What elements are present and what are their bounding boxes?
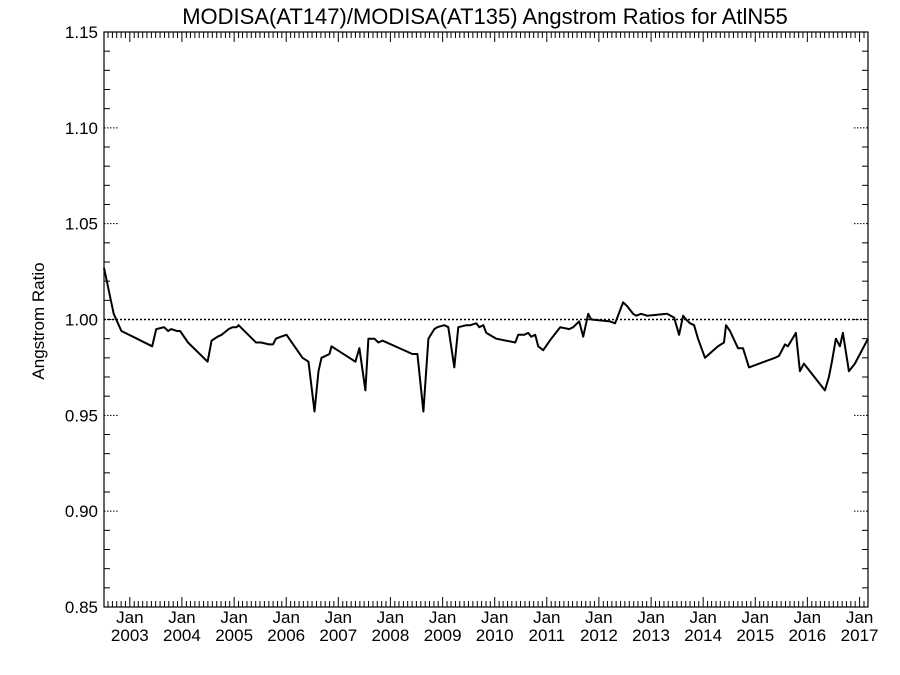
x-tick-month-label: Jan (846, 608, 873, 627)
x-tick-year-label: 2013 (632, 626, 670, 645)
x-tick-year-label: 2003 (111, 626, 149, 645)
x-tick-year-label: 2011 (529, 626, 566, 645)
chart-title: MODISA(AT147)/MODISA(AT135) Angstrom Rat… (182, 4, 788, 29)
x-tick-month-label: Jan (794, 608, 821, 627)
x-tick-month-label: Jan (377, 608, 404, 627)
y-tick-label: 0.90 (65, 502, 98, 521)
y-tick-label: 1.00 (65, 311, 98, 330)
x-tick-month-label: Jan (220, 608, 247, 627)
x-tick-year-label: 2004 (163, 626, 201, 645)
y-tick-label: 0.85 (65, 598, 98, 617)
x-tick-year-label: 2008 (371, 626, 409, 645)
x-tick-year-label: 2014 (684, 626, 722, 645)
y-tick-label: 1.10 (65, 119, 98, 138)
x-tick-year-label: 2007 (319, 626, 357, 645)
x-tick-month-label: Jan (116, 608, 143, 627)
x-tick-year-label: 2010 (476, 626, 514, 645)
x-tick-year-label: 2017 (841, 626, 879, 645)
x-tick-year-label: 2015 (736, 626, 774, 645)
y-tick-label: 1.15 (65, 23, 98, 42)
x-tick-month-label: Jan (168, 608, 195, 627)
x-tick-month-label: Jan (585, 608, 612, 627)
x-tick-month-label: Jan (533, 608, 560, 627)
x-tick-year-label: 2012 (580, 626, 618, 645)
y-axis-label: Angstrom Ratio (29, 262, 48, 379)
x-tick-month-label: Jan (689, 608, 716, 627)
x-tick-year-label: 2009 (424, 626, 462, 645)
x-tick-year-label: 2016 (788, 626, 826, 645)
series-line (103, 267, 869, 413)
x-tick-month-label: Jan (481, 608, 508, 627)
y-tick-label: 0.95 (65, 406, 98, 425)
x-tick-month-label: Jan (429, 608, 456, 627)
x-tick-month-label: Jan (273, 608, 300, 627)
x-tick-month-label: Jan (742, 608, 769, 627)
x-tick-year-label: 2005 (215, 626, 253, 645)
x-tick-month-label: Jan (325, 608, 352, 627)
y-tick-label: 1.05 (65, 215, 98, 234)
x-tick-year-label: 2006 (267, 626, 305, 645)
x-tick-month-label: Jan (637, 608, 664, 627)
